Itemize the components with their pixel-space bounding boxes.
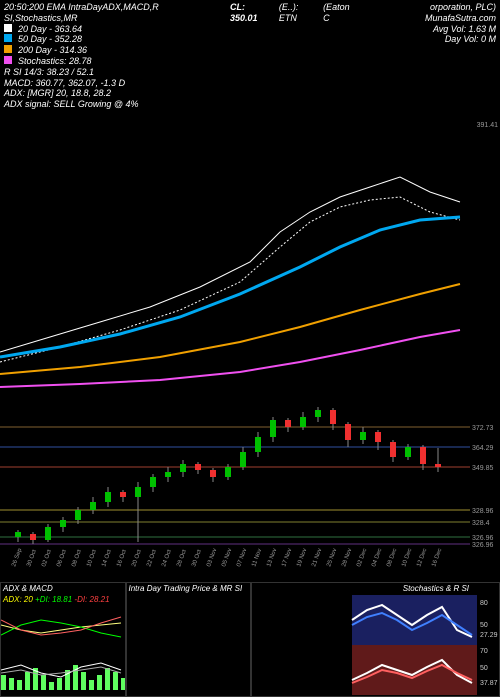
svg-text:14 Oct: 14 Oct bbox=[101, 549, 113, 568]
main-ema-chart: 391.41 bbox=[0, 112, 500, 392]
ema20-label: 20 Day - 363.64 bbox=[18, 24, 82, 35]
rsi-label: R SI 14/3: 38.23 / 52.1 bbox=[4, 67, 94, 78]
svg-text:27.29: 27.29 bbox=[480, 632, 498, 639]
svg-text:08 Dec: 08 Dec bbox=[386, 548, 398, 568]
svg-text:07 Nov: 07 Nov bbox=[236, 548, 248, 568]
svg-text:11 Nov: 11 Nov bbox=[251, 548, 263, 568]
svg-text:28 Nov: 28 Nov bbox=[341, 548, 353, 568]
svg-text:05 Nov: 05 Nov bbox=[221, 548, 233, 568]
svg-text:37.87: 37.87 bbox=[480, 680, 498, 687]
svg-text:10 Oct: 10 Oct bbox=[86, 549, 98, 568]
avg-vol: Avg Vol: 1.63 M bbox=[433, 24, 496, 35]
bottom-panels: ADX & MACD ADX: 20 +DI: 18.81 -DI: 28.21… bbox=[0, 582, 500, 697]
svg-text:17 Nov: 17 Nov bbox=[281, 548, 293, 568]
svg-text:04 Dec: 04 Dec bbox=[371, 548, 383, 568]
svg-text:70: 70 bbox=[480, 648, 488, 655]
svg-text:19 Nov: 19 Nov bbox=[296, 548, 308, 568]
svg-text:364.29: 364.29 bbox=[472, 445, 494, 452]
svg-text:30 Oct: 30 Oct bbox=[191, 549, 203, 568]
y-label-main: 391.41 bbox=[477, 122, 498, 129]
svg-text:13 Nov: 13 Nov bbox=[266, 548, 278, 568]
svg-text:25 Nov: 25 Nov bbox=[326, 548, 338, 568]
svg-text:20 Oct: 20 Oct bbox=[131, 549, 143, 568]
corp1: (Eaton C bbox=[323, 2, 357, 24]
day-vol: Day Vol: 0 M bbox=[445, 34, 496, 45]
svg-text:50: 50 bbox=[480, 665, 488, 672]
svg-text:16 Dec: 16 Dec bbox=[431, 548, 443, 568]
intraday-panel: Intra Day Trading Price & MR SI bbox=[126, 582, 252, 697]
svg-text:06 Oct: 06 Oct bbox=[56, 549, 68, 568]
ema50-label: 50 Day - 352.28 bbox=[18, 34, 82, 45]
svg-text:02 Dec: 02 Dec bbox=[356, 548, 368, 568]
svg-text:30 Oct: 30 Oct bbox=[26, 549, 38, 568]
stoch-rsi-panel: Stochastics & R SI 805027.29705037.87 bbox=[251, 582, 500, 697]
svg-text:80: 80 bbox=[480, 600, 488, 607]
svg-text:326.96: 326.96 bbox=[472, 535, 494, 542]
svg-text:10 Dec: 10 Dec bbox=[401, 548, 413, 568]
svg-text:21 Nov: 21 Nov bbox=[311, 548, 323, 568]
svg-text:328.96: 328.96 bbox=[472, 508, 494, 515]
svg-text:16 Oct: 16 Oct bbox=[116, 549, 128, 568]
adx-signal: ADX signal: SELL Growing @ 4% bbox=[4, 99, 139, 110]
svg-text:24 Oct: 24 Oct bbox=[161, 549, 173, 568]
svg-text:328.4: 328.4 bbox=[472, 520, 490, 527]
svg-text:349.85: 349.85 bbox=[472, 465, 494, 472]
macd-label: MACD: 360.77, 362.07, -1.3 D bbox=[4, 78, 125, 89]
candlestick-chart: 372.73 364.29 349.85 328.96 328.4 326.96326.9… bbox=[0, 392, 500, 582]
header: 20:50:200 EMA IntraDayADX,MACD,R SI,Stoc… bbox=[0, 0, 500, 112]
ema200-label: 200 Day - 314.36 bbox=[18, 45, 87, 56]
stoch-label: Stochastics: 28.78 bbox=[18, 56, 92, 67]
svg-text:08 Oct: 08 Oct bbox=[71, 549, 83, 568]
svg-text:03 Nov: 03 Nov bbox=[206, 548, 218, 568]
svg-text:12 Dec: 12 Dec bbox=[416, 548, 428, 568]
adx-macd-panel: ADX & MACD ADX: 20 +DI: 18.81 -DI: 28.21 bbox=[0, 582, 126, 697]
indicator-list: 20:50:200 EMA IntraDayADX,MACD,R SI,Stoc… bbox=[4, 2, 224, 24]
close-price: CL: 350.01 bbox=[230, 2, 273, 24]
ticker: (E..): ETN bbox=[279, 2, 317, 24]
svg-text:22 Oct: 22 Oct bbox=[146, 549, 158, 568]
svg-text:26 Sep: 26 Sep bbox=[11, 547, 23, 568]
svg-text:372.73: 372.73 bbox=[472, 425, 494, 432]
svg-text:28 Oct: 28 Oct bbox=[176, 549, 188, 568]
svg-text:02 Oct: 02 Oct bbox=[41, 549, 53, 568]
corp2: orporation, PLC) MunafaSutra.com bbox=[425, 2, 496, 23]
adx-label: ADX: [MGR] 20, 18.8, 28.2 bbox=[4, 88, 111, 99]
svg-text:326.96: 326.96 bbox=[472, 542, 494, 549]
svg-text:50: 50 bbox=[480, 622, 488, 629]
